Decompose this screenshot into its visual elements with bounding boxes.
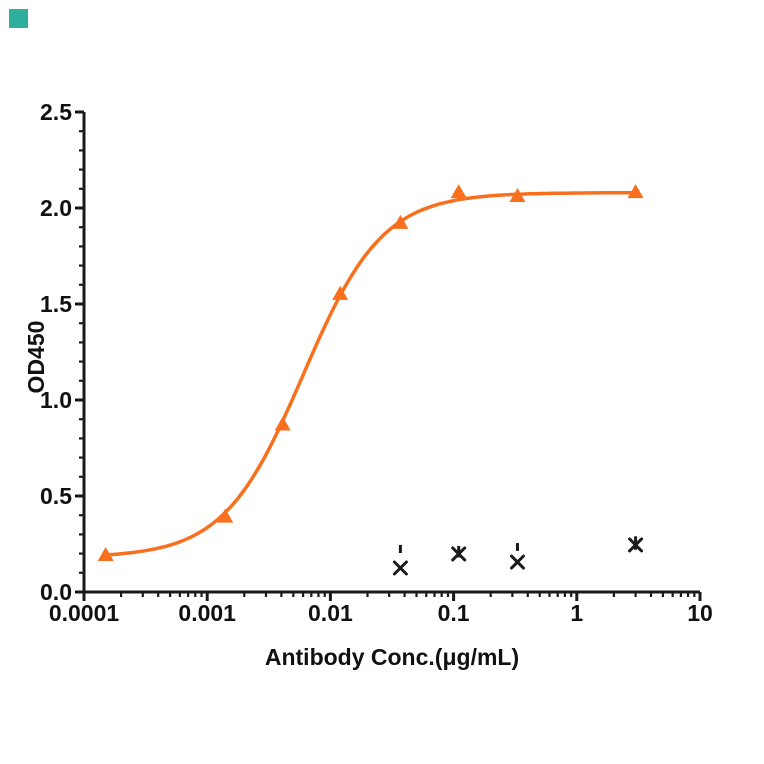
x-tick-label: 0.001 xyxy=(178,600,236,626)
triangle-marker xyxy=(450,184,467,199)
triangle-marker xyxy=(217,508,234,523)
y-tick-label: 2.5 xyxy=(40,99,72,125)
axes: 0.0001 0.001 0.01 0.1 1 10 0.0 0.5 1.0 1.5 2.0 2.5 xyxy=(40,99,713,626)
x-marker xyxy=(509,554,525,570)
y-tick-label: 2.0 xyxy=(40,195,72,221)
fit-curve xyxy=(103,190,638,557)
x-marker xyxy=(392,560,408,576)
triangle-marker xyxy=(627,184,644,199)
y-tick-label: 0.0 xyxy=(40,579,72,605)
y-tick-label: 1.5 xyxy=(40,291,72,317)
triangle-marker xyxy=(274,416,291,431)
y-axis-title: OD450 xyxy=(23,321,49,394)
triangle-marker xyxy=(97,547,114,562)
y-tick-label: 0.5 xyxy=(40,483,72,509)
triangle-marker xyxy=(509,187,526,202)
x-tick-label: 10 xyxy=(687,600,713,626)
y-tick-label: 1.0 xyxy=(40,387,72,413)
corner-marker xyxy=(9,9,28,28)
triangle-marker xyxy=(392,214,409,229)
x-tick-label: 1 xyxy=(570,600,583,626)
x-tick-label: 0.0001 xyxy=(49,600,120,626)
x-marker xyxy=(451,546,467,562)
x-axis-title: Antibody Conc.(μg/mL) xyxy=(265,644,519,670)
x-marker xyxy=(628,537,644,553)
x-tick-label: 0.01 xyxy=(308,600,353,626)
plot-marks xyxy=(97,184,644,576)
x-tick-label: 0.1 xyxy=(438,600,470,626)
triangle-marker xyxy=(332,285,349,300)
